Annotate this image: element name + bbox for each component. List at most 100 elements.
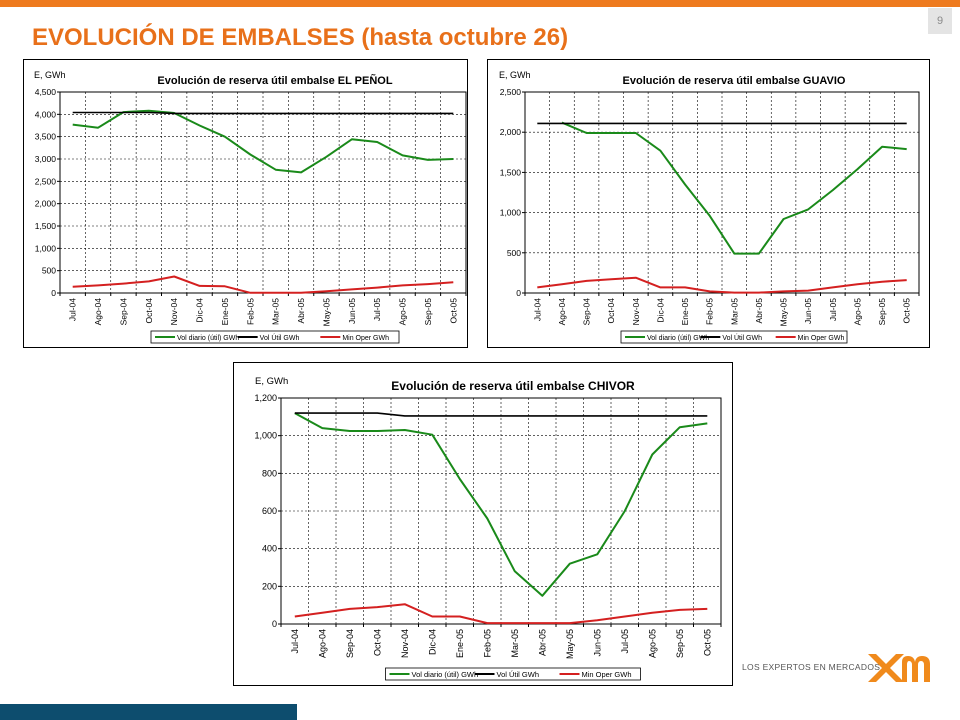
chart-penol-ytick-label: 2,000 (35, 199, 57, 209)
chart-el-penol: 0 500 1,000 1,500 2,000 2,500 3,000 3,500 4,000 4… (23, 59, 468, 348)
chart-penol-xtick-label: May-05 (321, 298, 331, 327)
chart-penol-ytick-label: 0 (51, 288, 56, 298)
chart-el-penol-svg: 0 500 1,000 1,500 2,000 2,500 3,000 3,500 4,000 4… (34, 70, 467, 344)
chart-chivor-ytick-label: 1,200 (254, 393, 277, 403)
chart-guavio-xtick-label: Jul-05 (828, 298, 838, 321)
chart-penol-ytick-label: 4,500 (35, 87, 57, 97)
chart-guavio-ytick-label: 0 (516, 288, 521, 298)
chart-guavio-legend-box (620, 330, 848, 344)
chart-guavio-series-line-1 (561, 121, 907, 255)
chart-chivor-series-line-3 (294, 603, 708, 625)
chart-guavio-xtick-label: Dic-04 (655, 298, 665, 323)
chart-chivor-legend-label-1: Vol diario (útil) GWh (412, 670, 479, 679)
chart-guavio-legend-label-1: Vol diario (útil) GWh (647, 335, 709, 342)
chart-penol-xtick-label: Feb-05 (245, 298, 255, 325)
chart-penol-xtick-label: Dic-04 (195, 298, 205, 323)
chart-guavio-xtick-label: Mar-05 (729, 298, 739, 325)
chart-chivor-ytick-label: 1,000 (254, 431, 277, 441)
chart-chivor-legend-box (385, 667, 641, 681)
chart-penol-ytick-label: 3,000 (35, 154, 57, 164)
chart-guavio-xtick-label: Oct-04 (606, 298, 616, 324)
chart-penol-xtick-label: Mar-05 (271, 298, 281, 325)
chart-penol-xtick-label: Jul-04 (68, 298, 78, 321)
chart-chivor-legend-label-2: Vol Útil GWh (497, 670, 540, 679)
chart-penol-ytick-label: 500 (42, 266, 56, 276)
chart-penol-xtick-label: Jun-05 (347, 298, 357, 324)
chart-chivor-xtick-label: Sep-04 (345, 629, 355, 658)
chart-penol-series-line-2 (72, 111, 454, 115)
chart-chivor-xtick-label: Oct-04 (372, 629, 382, 656)
chart-penol-xtick-label: Ago-04 (93, 298, 103, 326)
chart-chivor-ytick-label: 200 (262, 581, 277, 591)
chart-guavio-ytick-label: 500 (507, 248, 521, 258)
chart-chivor-ytick-label: 400 (262, 544, 277, 554)
chart-chivor-xtick-label: Jul-04 (290, 629, 300, 654)
chart-penol-xtick-label: Sep-04 (118, 298, 128, 326)
chart-guavio-ytick-label: 2,500 (500, 87, 522, 97)
chart-guavio-title: Evolución de reserva útil embalse GUAVIO (623, 75, 846, 87)
chart-chivor-xtick-label: Dic-04 (427, 629, 437, 655)
chart-penol-legend-label-2: Vol Útil GWh (260, 333, 300, 342)
chart-guavio-xtick-label: Sep-04 (582, 298, 592, 326)
chart-chivor-svg: 0 200 400 600 800 1,000 1,200 Jul-04 Ago-04 Sep-0… (254, 376, 722, 681)
chart-chivor-y-axis-label: E, GWh (255, 376, 288, 387)
chart-chivor-xtick-label: Abr-05 (537, 629, 547, 656)
page-number: 9 (928, 8, 952, 34)
chart-penol-ytick-label: 1,500 (35, 221, 57, 231)
top-accent-bar (0, 0, 960, 7)
chart-guavio-legend-label-2: Vol Útil GWh (722, 333, 762, 342)
chart-guavio-series-line-3 (537, 276, 907, 294)
chart-penol-series-line-1 (72, 109, 454, 174)
chart-chivor-xtick-label: Ago-04 (317, 629, 327, 658)
chart-guavio-xtick-label: Feb-05 (705, 298, 715, 325)
chart-chivor-xtick-label: Jul-05 (620, 629, 630, 654)
xm-logo-mark (868, 654, 930, 682)
chart-guavio-ytick-label: 2,000 (500, 127, 522, 137)
chart-penol-legend-box (150, 330, 400, 344)
chart-chivor-ytick-label: 600 (262, 506, 277, 516)
chart-chivor-series-line-2 (294, 412, 708, 417)
chart-penol-ytick-label: 4,000 (35, 109, 57, 119)
chart-penol-title: Evolución de reserva útil embalse EL PEÑ… (157, 74, 392, 87)
bottom-accent-bar (0, 704, 297, 720)
chart-guavio-xtick-label: Oct-05 (902, 298, 912, 324)
chart-penol-xtick-label: Ene-05 (220, 298, 230, 326)
xm-logo: LOS EXPERTOS EN MERCADOS (742, 646, 942, 690)
chart-penol-xtick-label: Jul-05 (372, 298, 382, 321)
chart-guavio-ytick-label: 1,500 (500, 167, 522, 177)
chart-guavio-xtick-label: Jul-04 (532, 298, 542, 321)
chart-penol-ytick-label: 3,500 (35, 132, 57, 142)
chart-chivor-xtick-label: Jun-05 (592, 629, 602, 657)
chart-penol-xtick-label: Ago-05 (398, 298, 408, 326)
chart-chivor-xtick-label: Mar-05 (510, 629, 520, 658)
chart-guavio-xtick-label: Nov-04 (631, 298, 641, 326)
chart-guavio-xtick-label: Sep-05 (877, 298, 887, 326)
chart-chivor-xtick-label: Oct-05 (702, 629, 712, 656)
chart-guavio-xtick-label: Ago-04 (557, 298, 567, 326)
chart-guavio-legend-label-3: Min Oper GWh (798, 335, 845, 342)
chart-penol-xtick-label: Abr-05 (296, 298, 306, 324)
slide-title: EVOLUCIÓN DE EMBALSES (hasta octubre 26) (32, 24, 569, 51)
chart-guavio-xtick-label: May-05 (779, 298, 789, 327)
chart-penol-ytick-label: 2,500 (35, 176, 57, 186)
chart-chivor-ytick-label: 800 (262, 468, 277, 478)
chart-chivor-xtick-label: Sep-05 (675, 629, 685, 658)
chart-penol-xtick-label: Oct-05 (448, 298, 458, 324)
chart-guavio: 0 500 1,000 1,500 2,000 2,500 Jul-04 Ago-04 Sep-… (487, 59, 930, 348)
chart-guavio-svg: 0 500 1,000 1,500 2,000 2,500 Jul-04 Ago-04 Sep-… (499, 70, 920, 344)
chart-chivor-legend-label-3: Min Oper GWh (582, 670, 632, 679)
chart-guavio-xtick-label: Ene-05 (680, 298, 690, 326)
chart-penol-series-line-3 (72, 275, 454, 294)
chart-penol-legend-label-3: Min Oper GWh (342, 335, 389, 342)
chart-guavio-xtick-label: Jun-05 (803, 298, 813, 324)
logo-tagline: LOS EXPERTOS EN MERCADOS (742, 662, 881, 672)
chart-guavio-y-axis-label: E, GWh (499, 70, 531, 80)
chart-chivor-xtick-label: Ago-05 (647, 629, 657, 658)
chart-chivor-xtick-label: Nov-04 (400, 629, 410, 658)
chart-penol-xtick-label: Nov-04 (169, 298, 179, 326)
chart-chivor-xtick-label: Feb-05 (482, 629, 492, 658)
chart-guavio-xtick-label: Ago-05 (852, 298, 862, 326)
chart-chivor-xtick-label: May-05 (565, 629, 575, 659)
chart-chivor-xtick-label: Ene-05 (455, 629, 465, 658)
chart-chivor: 0 200 400 600 800 1,000 1,200 Jul-04 Ago-04 Sep-0… (233, 362, 733, 686)
